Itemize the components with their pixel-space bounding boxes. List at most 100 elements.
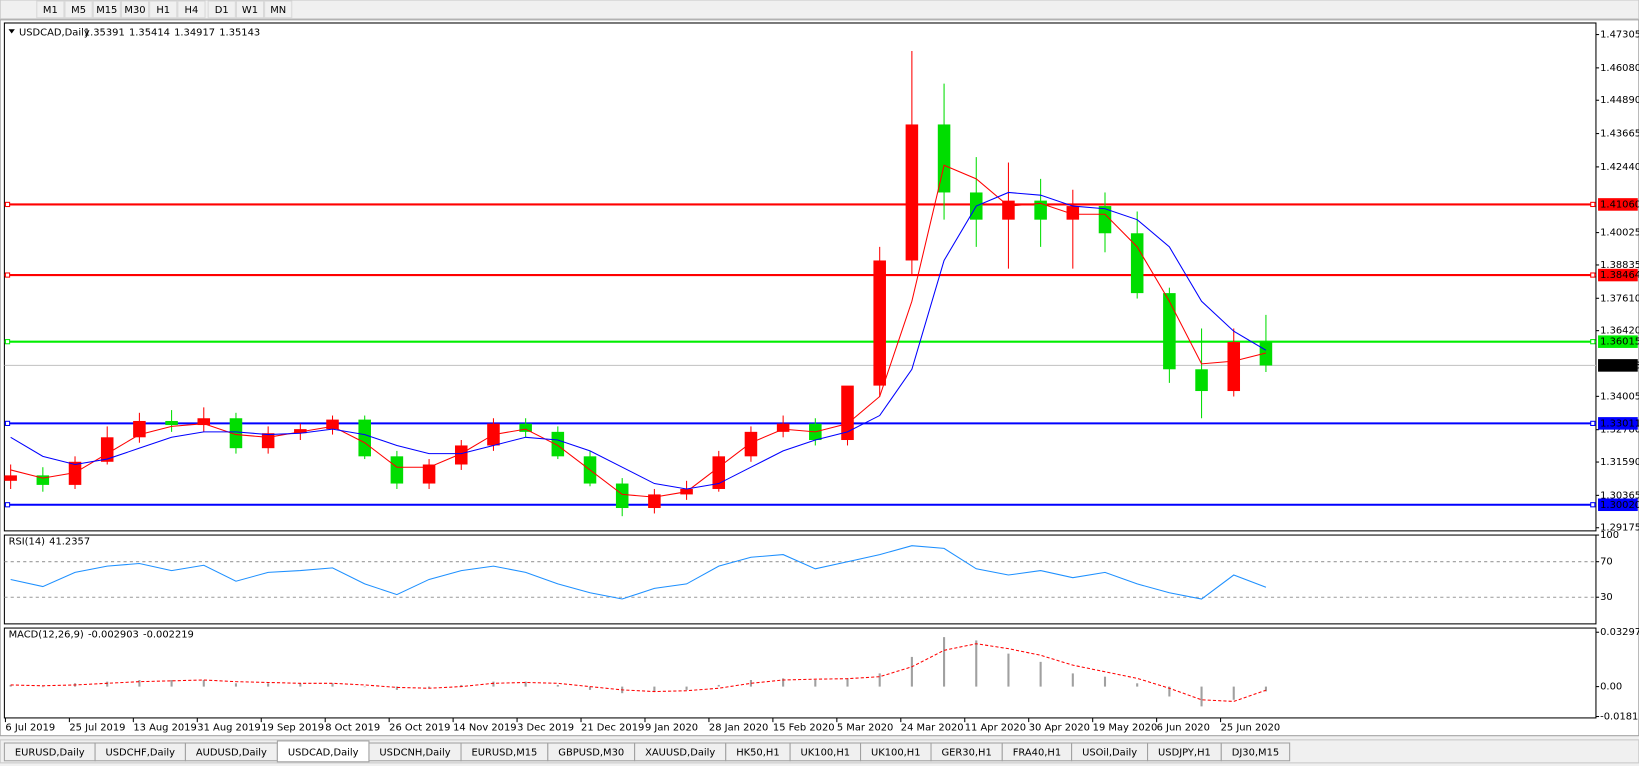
timeframe-label[interactable]: M15 xyxy=(96,5,117,16)
macd-bar xyxy=(782,678,785,687)
indicator-title: RSI(14) xyxy=(9,536,46,547)
timeframe-button[interactable] xyxy=(207,0,236,19)
tab-label[interactable]: GBPUSD,M30 xyxy=(558,747,624,758)
tab-label[interactable]: UK100,H1 xyxy=(871,747,921,758)
x-tick-label: 6 Jun 2020 xyxy=(1157,722,1210,733)
indicator-value: 41.2357 xyxy=(49,536,90,547)
tab-label[interactable]: USDCHF,Daily xyxy=(106,747,176,758)
candle-body xyxy=(68,461,82,485)
timeframe-button[interactable] xyxy=(177,0,206,19)
x-tick-label: 13 Aug 2019 xyxy=(133,722,196,733)
tab-label[interactable]: USDJPY,H1 xyxy=(1158,747,1211,758)
chart-title: USDCAD,Daily xyxy=(19,27,90,38)
y-tick-label: 1.38835 xyxy=(1600,260,1639,271)
level-label-box xyxy=(1598,335,1638,348)
candle-body xyxy=(197,418,211,426)
y-tick-label: 1.42440 xyxy=(1600,162,1639,173)
timeframe-label[interactable]: D1 xyxy=(215,5,229,16)
macd-bar xyxy=(428,686,431,689)
level-label: 1.41060 xyxy=(1600,199,1639,210)
tab-label[interactable]: FRA40,H1 xyxy=(1013,747,1061,758)
x-tick-label: 31 Aug 2019 xyxy=(197,722,260,733)
tab-label[interactable]: EURUSD,Daily xyxy=(15,747,85,758)
candle-body xyxy=(1163,293,1176,370)
tab-label[interactable]: AUDUSD,Daily xyxy=(196,747,267,758)
macd-bar xyxy=(524,681,527,687)
timeframe-label[interactable]: H4 xyxy=(185,5,199,16)
level-handle xyxy=(4,339,11,345)
candle-body xyxy=(1195,369,1208,392)
macd-bar xyxy=(106,681,109,687)
x-tick-label: 19 May 2020 xyxy=(1093,722,1158,733)
timeframe-label[interactable]: M5 xyxy=(71,5,86,16)
tab-label[interactable]: DJ30,M15 xyxy=(1232,747,1279,758)
timeframe-label[interactable]: M1 xyxy=(43,5,58,16)
timeframe-button[interactable] xyxy=(149,0,178,19)
tab-label[interactable]: USDCNH,Daily xyxy=(379,747,450,758)
macd-bar xyxy=(234,683,238,687)
x-tick-label: 30 Apr 2020 xyxy=(1029,722,1090,733)
x-tick-label: 5 Mar 2020 xyxy=(837,722,894,733)
level-handle xyxy=(1590,272,1596,278)
tab-label[interactable]: UK100,H1 xyxy=(801,747,851,758)
y-tick-label: 1.37610 xyxy=(1600,293,1639,304)
level-handle xyxy=(4,420,11,427)
level-handle xyxy=(1590,201,1596,208)
y-tick-label: 1.36420 xyxy=(1600,326,1639,337)
y-tick-label: 1.46080 xyxy=(1600,63,1639,74)
tab[interactable] xyxy=(1220,742,1291,762)
indicator-value: -0.002903 xyxy=(88,629,139,640)
tab-label[interactable]: XAUUSD,Daily xyxy=(645,747,715,758)
tab-label[interactable]: GER30,H1 xyxy=(941,747,991,758)
y-tick-label: 1.40025 xyxy=(1600,228,1639,239)
candle-body xyxy=(1002,200,1015,220)
tab-label[interactable]: USOil,Daily xyxy=(1082,747,1137,758)
level-label: 1.36015 xyxy=(1600,337,1639,348)
indicator-line xyxy=(10,545,1267,600)
level-label-box xyxy=(1598,198,1638,211)
macd-bar xyxy=(1039,661,1042,687)
timeframe-label[interactable]: MN xyxy=(270,5,286,16)
x-tick-label: 6 Jul 2019 xyxy=(5,722,55,733)
y-tick-label: 1.47305 xyxy=(1600,30,1639,41)
timeframe-button[interactable] xyxy=(120,0,150,19)
timeframe-button[interactable] xyxy=(92,0,121,19)
y-tick-label: 1.31590 xyxy=(1600,457,1639,468)
x-tick-label: 25 Jul 2019 xyxy=(69,722,125,733)
y-tick-label: 1.44890 xyxy=(1600,95,1639,106)
macd-bar xyxy=(9,684,12,687)
tab-label[interactable]: USDCAD,Daily xyxy=(288,747,359,758)
tab-label[interactable]: EURUSD,M15 xyxy=(471,747,537,758)
ohlc-value: 1.35143 xyxy=(219,27,260,38)
macd-bar xyxy=(556,684,559,687)
level-label: 1.33011 xyxy=(1600,418,1639,429)
menu-arrow xyxy=(8,29,15,34)
timeframe-button[interactable] xyxy=(235,0,265,19)
macd-bar xyxy=(588,686,592,690)
macd-bar xyxy=(202,680,205,687)
y-tick-label: 1.30365 xyxy=(1600,490,1639,501)
level-handle xyxy=(4,272,11,278)
candle-body xyxy=(229,418,243,449)
rsi-pane xyxy=(3,534,1597,625)
timeframe-label[interactable]: W1 xyxy=(242,5,258,16)
candle-body xyxy=(1066,206,1080,220)
timeframe-label[interactable]: H1 xyxy=(156,5,170,16)
macd-bar xyxy=(1071,673,1074,687)
timeframe-label[interactable]: M30 xyxy=(124,5,145,16)
tab-label[interactable]: HK50,H1 xyxy=(736,747,779,758)
candle-body xyxy=(4,475,17,481)
level-handle xyxy=(1590,420,1596,427)
candle-body xyxy=(422,464,436,484)
macd-bar xyxy=(1264,686,1267,692)
level-handle xyxy=(4,201,11,208)
timeframe-button[interactable] xyxy=(36,0,65,19)
timeframe-button[interactable] xyxy=(264,0,293,19)
price-pane xyxy=(3,22,1597,532)
candle-body xyxy=(1130,233,1144,294)
macd-bar xyxy=(1200,686,1203,707)
level-label-box xyxy=(1598,498,1638,512)
x-tick-label: 8 Oct 2019 xyxy=(325,722,380,733)
y-tick-label: 1.32780 xyxy=(1600,425,1639,436)
timeframe-button[interactable] xyxy=(64,0,93,19)
